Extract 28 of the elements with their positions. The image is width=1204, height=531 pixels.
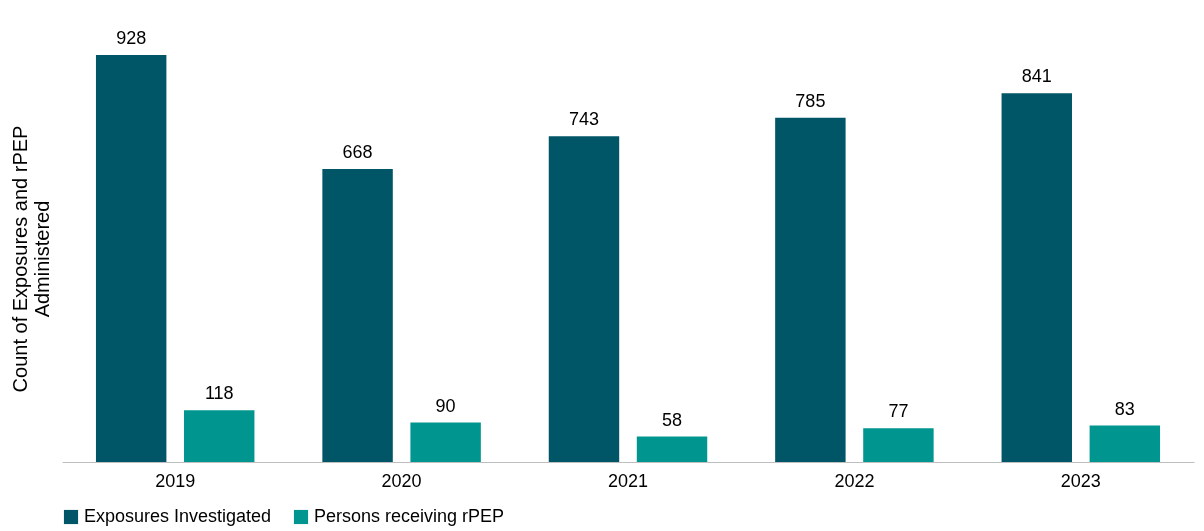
x-tick-label: 2020 <box>381 470 422 491</box>
bar <box>322 169 393 462</box>
legend-label: Persons receiving rPEP <box>314 506 505 526</box>
bar <box>548 136 620 462</box>
data-label: 77 <box>888 401 909 422</box>
data-label: 785 <box>795 90 826 111</box>
data-label: 58 <box>662 409 683 430</box>
bar <box>636 436 708 462</box>
bar <box>410 422 481 462</box>
data-label: 668 <box>342 142 373 163</box>
x-tick-label: 2023 <box>1060 470 1101 491</box>
bar <box>1001 93 1072 462</box>
x-tick-label: 2019 <box>155 470 196 491</box>
x-tick-label: 2021 <box>607 470 649 491</box>
bar <box>1089 425 1161 462</box>
x-tick-label: 2022 <box>834 470 875 491</box>
bar <box>863 428 934 462</box>
data-label: 743 <box>568 109 599 130</box>
data-label: 83 <box>1114 398 1135 419</box>
bar <box>775 117 846 462</box>
data-label: 841 <box>1021 66 1052 87</box>
data-label: 118 <box>204 383 234 404</box>
y-axis-title: Count of Exposures and rPEP Administered <box>8 125 53 393</box>
legend-label: Exposures Investigated <box>84 506 272 526</box>
data-label: 928 <box>116 28 147 48</box>
bar <box>95 55 167 462</box>
data-label: 90 <box>435 395 456 416</box>
bar <box>184 410 255 462</box>
